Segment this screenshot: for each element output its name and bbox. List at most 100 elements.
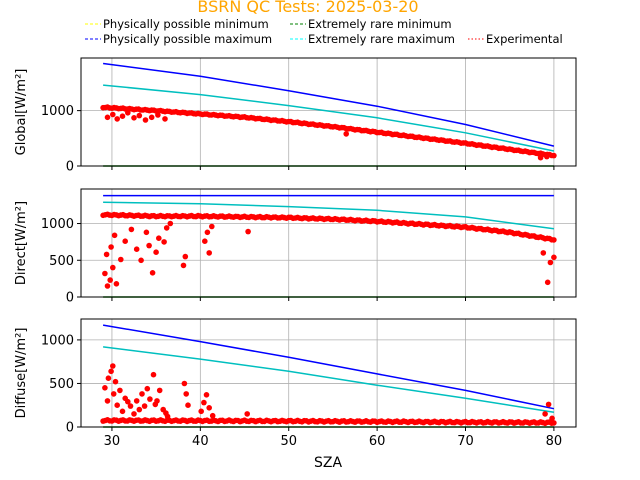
experimental-point	[198, 408, 204, 415]
experimental-point	[136, 406, 143, 413]
experimental-point	[343, 131, 350, 137]
experimental-point	[167, 220, 174, 227]
plot-frame	[80, 318, 577, 428]
experimental-point	[545, 401, 552, 408]
legend-label: Physically possible maximum	[103, 32, 272, 46]
experimental-point	[138, 257, 144, 264]
experimental-point	[110, 264, 116, 271]
experimental-point	[110, 363, 116, 369]
experimental-point	[136, 112, 143, 119]
y-axis-label: Diffuse[W/m²]	[14, 328, 29, 419]
experimental-point	[547, 259, 554, 266]
ppl-max-line	[103, 62, 555, 147]
experimental-point	[104, 114, 111, 121]
experimental-point	[202, 238, 208, 244]
y-tick-label: 0	[66, 291, 74, 306]
x-axis-label: SZA	[314, 455, 342, 471]
x-tick-label: 80	[546, 434, 563, 449]
y-tick-label: 1000	[41, 104, 74, 119]
panel-diffuse: 0 500 1000 30 40 50 60 70 80 Diffuse[W/m²]	[14, 318, 577, 449]
legend-label: Experimental	[486, 32, 563, 46]
experimental-point	[156, 387, 163, 394]
experimental-point	[133, 246, 140, 252]
experimental-point	[125, 398, 131, 405]
experimental-point	[103, 251, 110, 258]
experimental-point	[146, 242, 152, 249]
y-tick-label: 1000	[41, 217, 74, 232]
experimental-point	[127, 403, 134, 409]
experimental-point	[119, 408, 126, 415]
panels: 0 1000 Global[W/m²] 0 500 1000 Direct[W/m²] 0 50…	[14, 57, 577, 449]
panel-global: 0 1000 Global[W/m²]	[14, 57, 577, 175]
legend-label: Physically possible minimum	[103, 17, 269, 31]
y-tick-label: 0	[66, 421, 74, 436]
experimental-point	[142, 117, 149, 123]
experimental-point	[164, 413, 171, 420]
experimental-point	[102, 270, 108, 277]
experimental-point	[185, 402, 191, 409]
y-tick-label: 0	[66, 160, 74, 175]
legend-label: Extremely rare minimum	[308, 17, 452, 31]
experimental-point	[203, 392, 210, 398]
experimental-point	[108, 368, 114, 375]
experimental-point	[144, 385, 151, 392]
experimental-point	[114, 402, 120, 409]
experimental-point	[108, 244, 114, 250]
experimental-point	[104, 398, 111, 404]
experimental-point	[182, 253, 189, 260]
experimental-point	[110, 111, 116, 118]
ppl-max-line	[102, 324, 555, 410]
plot-frame	[80, 57, 577, 167]
experimental-point	[183, 391, 189, 397]
experimental-point	[118, 256, 124, 263]
x-tick-label: 40	[192, 434, 209, 449]
experimental-point	[111, 232, 118, 239]
experimental-point	[154, 398, 160, 404]
experimental-point	[155, 112, 161, 118]
experimental-point	[551, 237, 557, 243]
y-axis-label: Global[W/m²]	[14, 69, 29, 156]
x-tick-label: 70	[457, 434, 474, 449]
experimental-point	[544, 279, 551, 286]
experimental-point	[209, 412, 216, 419]
experimental-point	[540, 250, 547, 256]
legend-label: Extremely rare maximum	[308, 32, 455, 46]
y-tick-label: 500	[49, 377, 74, 392]
erl-max-line	[103, 84, 555, 152]
experimental-point	[131, 115, 137, 121]
experimental-point	[150, 371, 157, 378]
experimental-point	[245, 228, 251, 235]
experimental-point	[181, 380, 188, 387]
legend: Physically possible minimum Extremely rar…	[85, 17, 563, 46]
experimental-point	[148, 114, 155, 121]
experimental-point	[117, 387, 123, 394]
experimental-point	[114, 116, 120, 122]
panel-direct: 0 500 1000 Direct[W/m²]	[14, 188, 577, 306]
experimental-point	[542, 411, 548, 417]
y-tick-label: 1000	[41, 333, 74, 348]
experimental-point	[143, 229, 150, 236]
experimental-point	[113, 281, 120, 287]
experimental-point	[206, 405, 212, 411]
experimental-point	[551, 254, 557, 261]
experimental-point	[204, 229, 211, 236]
experimental-point	[112, 378, 119, 385]
experimental-point	[105, 375, 112, 382]
erl-max-line	[103, 201, 554, 230]
y-tick-label: 500	[49, 254, 74, 269]
y-axis-label: Direct[W/m²]	[14, 201, 29, 285]
experimental-point	[551, 420, 557, 426]
experimental-point	[125, 110, 131, 116]
experimental-point	[206, 250, 212, 256]
experimental-point	[209, 223, 215, 230]
experimental-point	[244, 411, 250, 417]
experimental-point	[163, 225, 170, 231]
experimental-point	[133, 398, 140, 404]
experimental-point	[107, 277, 113, 283]
experimental-point	[156, 235, 162, 241]
experimental-point	[131, 411, 137, 417]
experimental-point	[122, 238, 128, 244]
experimental-point	[153, 249, 159, 255]
experimental-point	[102, 385, 108, 391]
